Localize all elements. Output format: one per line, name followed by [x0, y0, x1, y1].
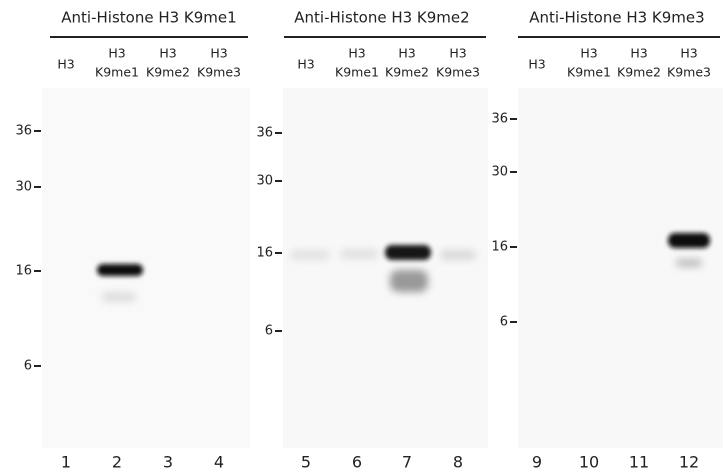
- marker-label: 36: [491, 112, 508, 127]
- lane-header: K9me3: [667, 65, 711, 80]
- marker-label: 30: [15, 180, 32, 195]
- lane-header: H3: [57, 57, 74, 72]
- lane-number: 11: [629, 453, 649, 472]
- marker-label: 16: [15, 264, 32, 279]
- band: [102, 292, 136, 302]
- lane-number: 2: [112, 453, 122, 472]
- band: [385, 245, 431, 260]
- panel-title: Anti-Histone H3 K9me3: [529, 9, 704, 27]
- lane-number: 3: [163, 453, 173, 472]
- membrane: [42, 88, 250, 448]
- lane-number: 4: [214, 453, 224, 472]
- lane-number: 9: [532, 453, 542, 472]
- marker-label: 6: [500, 315, 508, 330]
- lane-header: H3: [449, 46, 466, 61]
- panel-title: Anti-Histone H3 K9me1: [61, 9, 236, 27]
- marker-label: 30: [256, 174, 273, 189]
- membrane: [518, 88, 723, 448]
- lane-number: 6: [352, 453, 362, 472]
- lane-header: H3: [680, 46, 697, 61]
- lane-header: K9me1: [95, 65, 139, 80]
- lane-header: K9me1: [567, 65, 611, 80]
- lane-header: K9me2: [385, 65, 429, 80]
- lane-number: 5: [301, 453, 311, 472]
- lane-number: 10: [579, 453, 599, 472]
- lane-header: H3: [630, 46, 647, 61]
- lane-header: K9me2: [617, 65, 661, 80]
- lane-header: H3: [159, 46, 176, 61]
- lane-header: K9me3: [197, 65, 241, 80]
- lane-number: 8: [453, 453, 463, 472]
- membrane: [283, 88, 488, 448]
- lane-header: H3: [108, 46, 125, 61]
- lane-header: H3: [210, 46, 227, 61]
- western-blot-figure: Anti-Histone H3 K9me1 H3 1 H3 K9me1 2 H3 K9me2 3…: [0, 0, 725, 474]
- band: [668, 233, 710, 248]
- lane-header: K9me1: [335, 65, 379, 80]
- marker-label: 36: [256, 126, 273, 141]
- lane-header: H3: [580, 46, 597, 61]
- band: [440, 250, 476, 260]
- marker-label: 16: [256, 246, 273, 261]
- marker-label: 6: [24, 359, 32, 374]
- band: [340, 249, 378, 259]
- lane-header: K9me2: [146, 65, 190, 80]
- lane-header: H3: [528, 57, 545, 72]
- band: [97, 264, 143, 276]
- band: [676, 259, 702, 267]
- lane-number: 1: [61, 453, 71, 472]
- lane-header: H3: [398, 46, 415, 61]
- band: [390, 270, 428, 292]
- marker-label: 30: [491, 165, 508, 180]
- lane-number: 12: [679, 453, 699, 472]
- lane-header: H3: [348, 46, 365, 61]
- marker-label: 16: [491, 240, 508, 255]
- lane-header: H3: [297, 57, 314, 72]
- lane-header: K9me3: [436, 65, 480, 80]
- band: [290, 250, 330, 260]
- lane-number: 7: [402, 453, 412, 472]
- panel-title: Anti-Histone H3 K9me2: [294, 9, 469, 27]
- marker-label: 6: [265, 324, 273, 339]
- marker-label: 36: [15, 124, 32, 139]
